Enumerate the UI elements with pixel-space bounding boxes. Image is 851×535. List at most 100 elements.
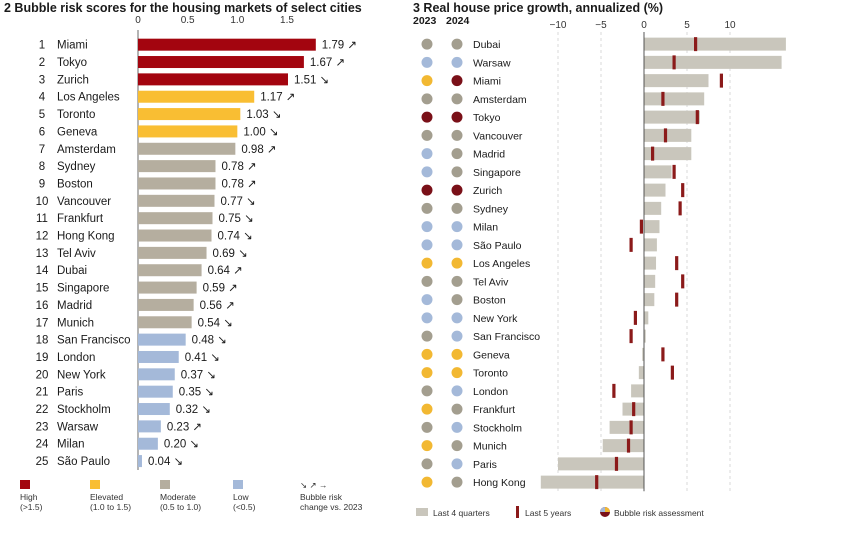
last-5-years-marker — [695, 110, 699, 125]
city-label: Sydney — [473, 203, 509, 215]
last-4-quarters-bar — [644, 238, 657, 252]
risk-dot-2024 — [451, 294, 463, 306]
last-5-years-marker — [694, 37, 698, 52]
bubble-risk-bar-chart: 0 0.5 1.0 1.5 1 Miami 1.79 ↗ 2 Tokyo 1.67 ↗ 3 Zuric… — [20, 15, 363, 512]
value-label: 0.54 ↘ — [198, 317, 233, 329]
risk-dot-2024 — [451, 239, 463, 251]
last-4-quarters-bar — [644, 147, 692, 161]
value-label: 1.79 ↗ — [322, 40, 357, 52]
risk-dot-2024 — [451, 421, 463, 433]
risk-dot-2023 — [421, 111, 433, 123]
risk-bar — [138, 455, 142, 468]
risk-dot-2023 — [421, 184, 433, 196]
year-2024-label: 2024 — [446, 15, 470, 27]
left-axis-tick: 1.0 — [230, 15, 244, 26]
rank-label: 25 — [36, 456, 49, 468]
legend-range: (>1.5) — [20, 502, 43, 512]
risk-bar — [138, 437, 158, 450]
risk-bar — [138, 333, 186, 346]
city-label: Munich — [57, 317, 94, 329]
risk-bar — [138, 385, 173, 398]
risk-bar — [138, 73, 288, 86]
value-label: 0.35 ↘ — [179, 387, 214, 399]
rank-label: 2 — [39, 57, 45, 69]
value-label: 0.04 ↘ — [148, 456, 183, 468]
city-label: New York — [473, 313, 518, 325]
legend-label: High — [20, 492, 38, 502]
city-label: Madrid — [57, 300, 92, 312]
legend-range: (1.0 to 1.5) — [90, 502, 131, 512]
left-chart-title: 2 Bubble risk scores for the housing mar… — [4, 1, 362, 15]
legend-label: Moderate — [160, 492, 196, 502]
risk-bar — [138, 368, 175, 381]
risk-dot-2024 — [451, 385, 463, 397]
rank-label: 9 — [39, 178, 45, 190]
risk-dot-2024 — [451, 458, 463, 470]
right-axis-tick: 5 — [684, 20, 690, 31]
risk-bar — [138, 90, 255, 103]
risk-dot-2023 — [421, 294, 433, 306]
city-label: Toronto — [473, 368, 508, 380]
rank-label: 13 — [36, 248, 49, 260]
risk-dot-2024 — [451, 403, 463, 415]
risk-dot-2024 — [451, 275, 463, 287]
rank-label: 23 — [36, 421, 49, 433]
last-5-years-marker — [678, 201, 682, 216]
city-label: Stockholm — [473, 422, 522, 434]
right-axis-tick: −5 — [595, 20, 607, 31]
city-label: Munich — [473, 441, 507, 453]
left-axis-tick: 0 — [135, 15, 141, 26]
value-label: 1.67 ↗ — [310, 57, 345, 69]
value-label: 0.64 ↗ — [208, 265, 243, 277]
risk-dot-2023 — [421, 330, 433, 342]
rank-label: 18 — [36, 335, 49, 347]
value-label: 1.00 ↘ — [243, 126, 278, 138]
risk-dot-2023 — [421, 38, 433, 50]
risk-bar — [138, 194, 215, 207]
last-4-quarters-bar — [540, 475, 644, 489]
last-4-quarters-bar — [644, 329, 646, 343]
last-4-quarters-bar — [644, 92, 705, 106]
legend-swatch-low — [233, 480, 243, 489]
risk-dot-2024 — [451, 38, 463, 50]
legend-label: Last 4 quarters — [433, 508, 490, 518]
rank-label: 10 — [36, 196, 49, 208]
city-label: Toronto — [57, 109, 95, 121]
city-label: Amsterdam — [57, 144, 116, 156]
city-label: San Francisco — [57, 335, 131, 347]
risk-dot-2023 — [421, 75, 433, 87]
risk-dot-2024 — [451, 166, 463, 178]
legend-risk-icon-segment — [600, 507, 605, 512]
last-5-years-marker — [612, 383, 616, 398]
last-4-quarters-bar — [638, 366, 644, 380]
risk-bar — [138, 177, 216, 190]
city-label: London — [57, 352, 95, 364]
last-5-years-marker — [663, 128, 668, 143]
value-label: 0.74 ↘ — [218, 231, 253, 243]
city-label: Paris — [57, 387, 83, 399]
last-4-quarters-bar — [602, 439, 644, 453]
city-label: Tel Aviv — [473, 276, 509, 288]
right-axis-tick: −10 — [550, 20, 567, 31]
risk-dot-2023 — [421, 257, 433, 269]
city-label: Boston — [473, 295, 506, 307]
risk-dot-2024 — [451, 184, 463, 196]
last-4-quarters-bar — [644, 274, 656, 288]
risk-bar — [138, 298, 194, 311]
risk-dot-2023 — [421, 56, 433, 68]
rank-label: 20 — [36, 369, 49, 381]
risk-dot-2024 — [451, 440, 463, 452]
last-4-quarters-bar — [644, 311, 649, 325]
city-label: Dubai — [473, 39, 500, 51]
city-label: Geneva — [57, 126, 98, 138]
rank-label: 7 — [39, 144, 45, 156]
city-label: Warsaw — [473, 57, 511, 69]
risk-dot-2023 — [421, 367, 433, 379]
rank-label: 22 — [36, 404, 49, 416]
legend-label: Elevated — [90, 492, 123, 502]
risk-dot-2023 — [421, 312, 433, 324]
last-4-quarters-bar — [644, 128, 692, 142]
rank-label: 3 — [39, 74, 45, 86]
rank-label: 1 — [39, 40, 45, 52]
risk-dot-2024 — [451, 367, 463, 379]
